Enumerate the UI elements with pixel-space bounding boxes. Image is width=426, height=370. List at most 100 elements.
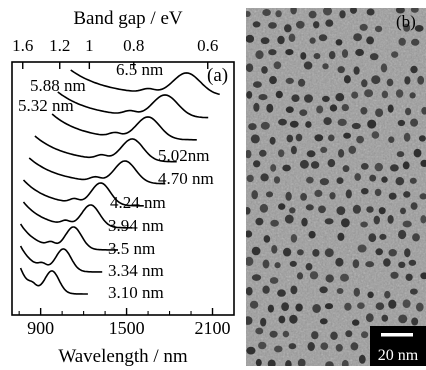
nanoparticle [421,107,426,115]
nanoparticle [402,299,411,309]
series-label: 4.70 nm [158,169,214,188]
nanoparticle [255,327,264,335]
nanoparticle [278,315,286,324]
nanoparticle [410,202,418,210]
nanoparticle [328,134,335,142]
nanoparticle [253,160,261,168]
nanoparticle [360,221,368,228]
nanoparticle [403,132,411,142]
nanoparticle [284,24,292,33]
nanoparticle [344,302,352,311]
nanoparticle [366,36,374,45]
nanoparticle [388,136,395,143]
nanoparticle [255,217,264,226]
nanoparticle [409,92,416,99]
nanoparticle [249,300,259,309]
nanoparticle [398,314,408,324]
series-label: 3.10 nm [108,283,164,302]
nanoparticle [339,10,346,19]
nanoparticle [329,104,338,112]
nanoparticle [306,150,316,158]
nanoparticle [384,290,391,299]
nanoparticle [316,105,324,114]
nanoparticle [285,106,294,113]
nanoparticle [345,330,353,338]
nanoparticle [360,107,368,115]
nanoparticle [395,89,404,98]
nanoparticle [335,39,343,46]
nanoparticle [262,259,270,269]
nanoparticle [296,272,304,280]
nanoparticle [318,34,328,42]
nanoparticle [338,149,345,158]
nanoparticle [291,94,300,102]
nanoparticle [356,135,364,144]
panel-a: Band gap / eV 1.6 1.2 1 0.8 0.6 6.5 nm 5.88 n… [11,8,235,367]
nanoparticle [325,274,334,283]
nanoparticle [246,174,254,183]
nanoparticle [295,133,303,142]
nanoparticle [352,259,360,269]
nanoparticle [369,174,377,182]
nanoparticle [343,75,351,84]
nanoparticle [413,148,422,158]
nanoparticle [404,76,411,85]
nanoparticle [337,118,347,126]
nanoparticle [351,91,359,99]
series-label: 5.88 nm [30,76,86,95]
nanoparticle [319,318,328,325]
nanoparticle [353,287,360,297]
nanoparticle [250,134,260,144]
top-axis-title: Band gap / eV [73,8,183,29]
nanoparticle [390,164,399,172]
nanoparticle [419,193,426,200]
nanoparticle [263,235,271,243]
nanoparticle [312,304,321,313]
nanoparticle [312,249,320,257]
nanoparticle [353,66,360,75]
nanoparticle [410,65,418,74]
nanoparticle [262,9,271,16]
scale-bar [381,333,413,337]
nanoparticle [290,234,298,243]
nanoparticle [388,249,397,257]
nanoparticle [359,23,368,31]
nanoparticle [246,286,253,296]
nanoparticle [412,233,420,242]
nanoparticle [405,273,413,281]
top-tick-label: 1.2 [49,36,70,55]
spectrum-line [51,113,197,141]
nanoparticle [388,299,397,309]
nanoparticle [301,217,308,227]
nanoparticle [285,360,292,366]
nanoparticle [305,204,314,211]
nanoparticle [296,20,305,29]
series-label: 4.24 nm [110,193,166,212]
nanoparticle [379,233,387,240]
spectrum-line [28,157,166,185]
nanoparticle [269,330,278,338]
nanoparticle [328,51,336,60]
nanoparticle [405,107,412,116]
nanoparticle [246,63,254,72]
nanoparticle [323,8,332,16]
bottom-tick-label: 2100 [195,318,231,338]
nanoparticle [320,342,329,351]
nanoparticle [259,149,267,157]
nanoparticle [410,288,418,295]
nanoparticle [336,206,346,216]
nanoparticle [361,79,368,88]
nanoparticle [336,288,344,294]
nanoparticle [343,132,351,139]
nanoparticle [270,164,277,172]
nanoparticle [285,77,294,84]
nanoparticle [337,66,345,74]
nanoparticle [284,214,294,224]
nanoparticle [369,53,379,61]
nanoparticle [352,204,361,214]
nanoparticle [327,159,336,168]
nanoparticle [260,37,270,45]
spectrum-line [70,69,220,96]
nanoparticle [288,33,296,42]
nanoparticle [305,121,312,128]
